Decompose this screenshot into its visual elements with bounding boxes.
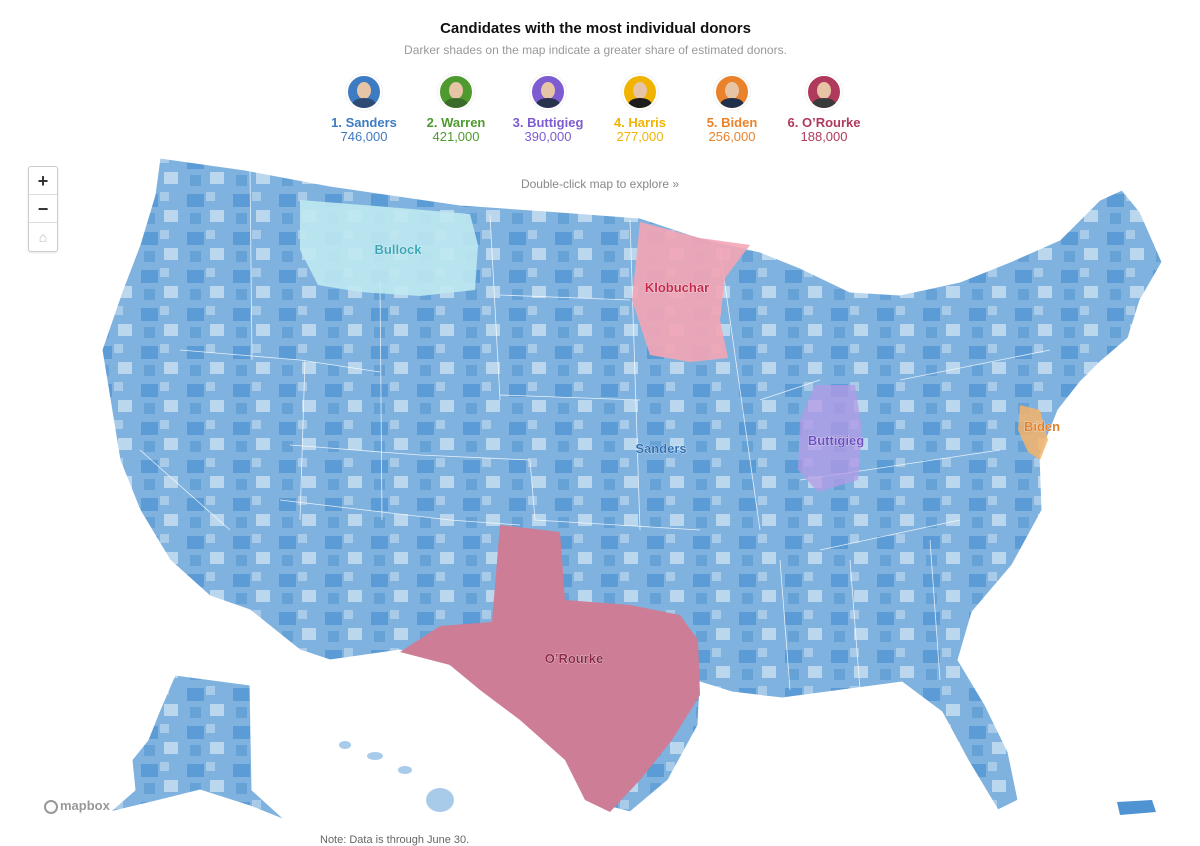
zoom-out-button[interactable]: − xyxy=(29,195,57,223)
avatar xyxy=(530,74,566,110)
home-icon[interactable]: ⌂ xyxy=(38,229,48,245)
puerto-rico[interactable] xyxy=(1117,800,1156,815)
page-subtitle: Darker shades on the map indicate a grea… xyxy=(404,43,787,57)
orourke-region[interactable] xyxy=(400,525,700,812)
candidate-donors: 188,000 xyxy=(800,129,848,144)
mapbox-icon xyxy=(44,800,58,814)
zoom-controls: + − ⌂ xyxy=(28,166,58,252)
candidate-name: 1. Sanders xyxy=(331,115,397,130)
candidate-name: 6. O’Rourke xyxy=(787,115,861,130)
candidate-name: 4. Harris xyxy=(613,115,667,130)
data-note: Note: Data is through June 30. xyxy=(320,834,470,846)
map-label-sanders: Sanders xyxy=(635,441,686,456)
candidate-donors: 256,000 xyxy=(708,129,756,144)
page-title: Candidates with the most individual dono… xyxy=(440,20,751,37)
avatar xyxy=(438,74,474,110)
candidate-warren: 2. Warren 421,000 xyxy=(401,74,511,144)
map-label-klobuchar: Klobuchar xyxy=(645,280,709,295)
zoom-in-button[interactable]: + xyxy=(29,167,57,195)
avatar xyxy=(622,74,658,110)
candidate-biden: 5. Biden 256,000 xyxy=(677,74,787,144)
map-label-biden: Biden xyxy=(1024,419,1060,434)
candidate-buttigieg: 3. Buttigieg 390,000 xyxy=(493,74,603,144)
map-label-bullock: Bullock xyxy=(375,242,423,257)
candidate-harris: 4. Harris 277,000 xyxy=(585,74,695,144)
alaska[interactable] xyxy=(109,674,286,821)
map-label-orourke: O’Rourke xyxy=(545,651,604,666)
candidate-name: 5. Biden xyxy=(706,115,758,130)
mapbox-logo[interactable]: mapbox xyxy=(44,798,110,814)
candidate-sanders: 1. Sanders 746,000 xyxy=(309,74,419,144)
avatar xyxy=(346,74,382,110)
bullock-region[interactable] xyxy=(300,200,478,296)
candidate-donors: 277,000 xyxy=(616,129,664,144)
mapbox-wordmark: mapbox xyxy=(60,798,110,813)
avatar xyxy=(806,74,842,110)
buttigieg-region[interactable] xyxy=(798,385,862,492)
map-hint: Double-click map to explore » xyxy=(520,177,680,191)
hawaii[interactable] xyxy=(339,741,454,812)
candidate-orourke: 6. O’Rourke 188,000 xyxy=(769,74,879,144)
candidate-name: 3. Buttigieg xyxy=(512,115,584,130)
avatar xyxy=(714,74,750,110)
candidate-donors: 421,000 xyxy=(432,129,480,144)
candidate-donors: 390,000 xyxy=(524,129,572,144)
candidate-donors: 746,000 xyxy=(340,129,388,144)
klobuchar-region[interactable] xyxy=(632,222,750,362)
us-states-choropleth[interactable] xyxy=(101,157,1163,813)
biden-region[interactable] xyxy=(1018,405,1048,460)
map-label-buttigieg: Buttigieg xyxy=(808,433,864,448)
candidate-name: 2. Warren xyxy=(426,115,486,130)
